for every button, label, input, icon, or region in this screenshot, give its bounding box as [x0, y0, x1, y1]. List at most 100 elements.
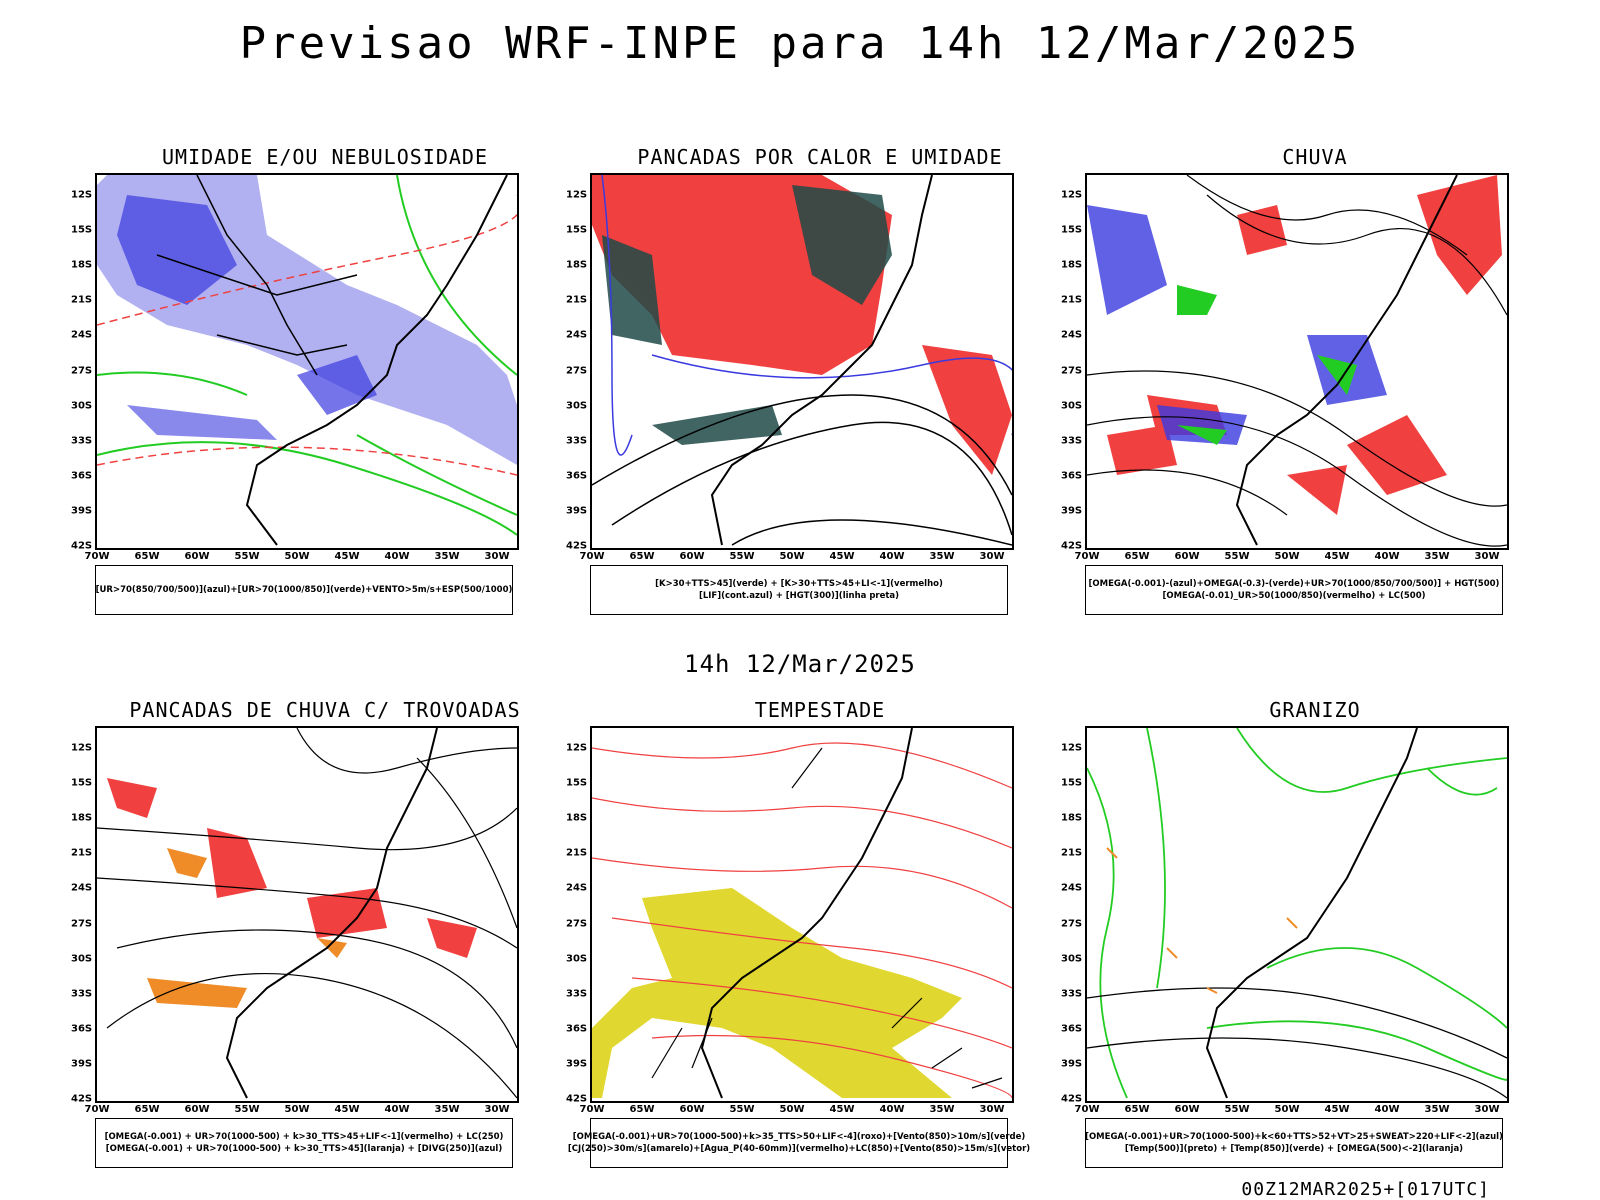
- lon-tick-label: 55W: [729, 1104, 755, 1115]
- teal-region-2: [652, 405, 782, 445]
- lat-tick-label: 12S: [1061, 742, 1083, 754]
- lat-tick-label: 21S: [1061, 847, 1083, 859]
- lat-tick-label: 21S: [566, 847, 588, 859]
- lat-tick-label: 15S: [71, 224, 93, 236]
- lon-tick-label: 70W: [579, 551, 605, 562]
- lat-tick-label: 30S: [71, 400, 93, 412]
- streamlines: [1087, 175, 1507, 547]
- footer-run-stamp: 00Z12MAR2025+[017UTC]: [1241, 1179, 1490, 1200]
- lat-tick-label: 39S: [1061, 1058, 1083, 1070]
- temp500-black-lines: [1087, 987, 1507, 1099]
- legend-box: [OMEGA(-0.001)-(azul)+OMEGA(-0.3)-(verde…: [1085, 565, 1503, 615]
- lon-tick-label: 35W: [929, 551, 955, 562]
- legend-line: [OMEGA(-0.01)_UR>50(1000/850)(vermelho) …: [1162, 591, 1426, 601]
- panel-title: PANCADAS DE CHUVA C/ TROVOADAS: [129, 698, 521, 722]
- humidity-red-dashes: [97, 195, 517, 476]
- lat-tick-label: 30S: [566, 400, 588, 412]
- lon-tick-label: 35W: [1424, 1104, 1450, 1115]
- map-pancadas-calor-svg: [592, 175, 1012, 546]
- lon-tick-label: 65W: [1124, 551, 1150, 562]
- legend-line: [LIF](cont.azul) + [HGT(300)](linha pret…: [698, 591, 900, 601]
- legend-line: [K>30+TTS>45](verde) + [K>30+TTS>45+LI<-…: [655, 579, 943, 589]
- map-tempestade-svg: [592, 728, 1012, 1099]
- legend-box: [K>30+TTS>45](verde) + [K>30+TTS>45+LI<-…: [590, 565, 1008, 615]
- lat-tick-label: 33S: [566, 435, 588, 447]
- panel-umidade: UMIDADE E/OU NEBULOSIDADE [UR>70(850/700…: [71, 145, 575, 625]
- hgt-black-lines: [592, 394, 1012, 546]
- storm-red-patches: [107, 778, 477, 958]
- lat-tick-label: 27S: [71, 365, 93, 376]
- coastline: [245, 175, 508, 546]
- lon-tick-label: 45W: [334, 1104, 360, 1115]
- lat-tick-label: 15S: [566, 224, 588, 236]
- lat-tick-label: 15S: [71, 777, 93, 789]
- lat-tick-label: 42S: [1061, 1093, 1083, 1105]
- lat-tick-label: 18S: [566, 812, 588, 824]
- lon-tick-label: 40W: [1374, 551, 1400, 562]
- lat-tick-label: 36S: [566, 470, 588, 482]
- lat-tick-label: 18S: [1061, 812, 1083, 824]
- lat-tick-label: 42S: [1061, 540, 1083, 552]
- map-umidade-svg: [97, 175, 517, 546]
- lat-tick-label: 42S: [71, 540, 93, 552]
- lat-tick-label: 33S: [1061, 988, 1083, 1000]
- teal-region-3: [602, 235, 662, 345]
- panel-title: CHUVA: [1282, 145, 1348, 169]
- lon-tick-label: 65W: [134, 1104, 160, 1115]
- lat-tick-label: 39S: [566, 505, 588, 517]
- lon-tick-label: 30W: [979, 551, 1005, 562]
- lat-tick-label: 42S: [71, 1093, 93, 1105]
- lon-tick-label: 55W: [234, 1104, 260, 1115]
- lat-tick-label: 12S: [1061, 189, 1083, 201]
- humidity-blue-dark: [117, 195, 237, 305]
- lon-tick-label: 50W: [779, 551, 805, 562]
- lat-tick-label: 42S: [566, 1093, 588, 1105]
- lon-tick-label: 45W: [829, 551, 855, 562]
- panel-pancadas-calor: PANCADAS POR CALOR E UMIDADE [K>30+TTS>4…: [566, 145, 1070, 625]
- lat-tick-label: 30S: [1061, 400, 1083, 412]
- panel-title: GRANIZO: [1269, 698, 1361, 722]
- lat-tick-label: 18S: [1061, 259, 1083, 271]
- humidity-blue-dark-2: [297, 355, 377, 415]
- lat-tick-label: 12S: [71, 742, 93, 754]
- temp850-green-contours: [1087, 728, 1507, 1099]
- lon-tick-label: 60W: [184, 551, 210, 562]
- panel-title: UMIDADE E/OU NEBULOSIDADE: [161, 145, 489, 169]
- lat-tick-label: 30S: [1061, 953, 1083, 965]
- lon-tick-label: 55W: [729, 551, 755, 562]
- lon-tick-label: 50W: [1274, 1104, 1300, 1115]
- legend-line: [OMEGA(-0.001) + UR>70(1000-500) + k>30_…: [105, 1144, 503, 1154]
- legend-box: [OMEGA(-0.001)+UR>70(1000-500)+k<60+TTS>…: [1085, 1118, 1503, 1168]
- lat-tick-label: 27S: [1061, 918, 1083, 929]
- lon-tick-label: 70W: [1074, 551, 1100, 562]
- lat-tick-label: 18S: [566, 259, 588, 271]
- rain-red-patches: [1107, 175, 1502, 515]
- lon-tick-label: 45W: [1324, 1104, 1350, 1115]
- mid-time-label: 14h 12/Mar/2025: [684, 650, 916, 678]
- panel-granizo: GRANIZO [OMEGA(-0.001)+UR>70(1000-500)+k…: [1061, 698, 1565, 1178]
- lat-tick-label: 27S: [566, 365, 588, 376]
- lat-tick-label: 18S: [71, 812, 93, 824]
- legend-box: [OMEGA(-0.001)+UR>70(1000-500)+k>35_TTS>…: [568, 1118, 1030, 1168]
- lat-tick-label: 21S: [1061, 294, 1083, 306]
- legend-box: [UR>70(850/700/500)](azul)+[UR>70(1000/8…: [95, 565, 513, 615]
- lon-tick-label: 30W: [1474, 551, 1500, 562]
- legend-line: [CJ(250)>30m/s](amarelo)+[Agua_P(40-60mm…: [567, 1144, 1031, 1154]
- lat-tick-label: 15S: [1061, 777, 1083, 789]
- panel-title: PANCADAS POR CALOR E UMIDADE: [637, 145, 1003, 169]
- lon-tick-label: 60W: [679, 1104, 705, 1115]
- lat-tick-label: 24S: [566, 329, 588, 341]
- lon-tick-label: 70W: [84, 1104, 110, 1115]
- omega-orange-marks: [1106, 847, 1298, 994]
- lat-tick-label: 36S: [1061, 1023, 1083, 1035]
- wind-vectors: [651, 747, 1003, 1089]
- legend-line: [OMEGA(-0.001)+UR>70(1000-500)+k>35_TTS>…: [572, 1132, 1026, 1142]
- humidity-green-contours: [97, 175, 517, 536]
- lon-tick-label: 45W: [334, 551, 360, 562]
- lon-tick-label: 65W: [134, 551, 160, 562]
- lat-tick-label: 30S: [71, 953, 93, 965]
- lon-tick-label: 40W: [879, 1104, 905, 1115]
- lat-tick-label: 33S: [71, 435, 93, 447]
- lon-tick-label: 65W: [629, 551, 655, 562]
- main-title: Previsao WRF-INPE para 14h 12/Mar/2025: [239, 18, 1361, 69]
